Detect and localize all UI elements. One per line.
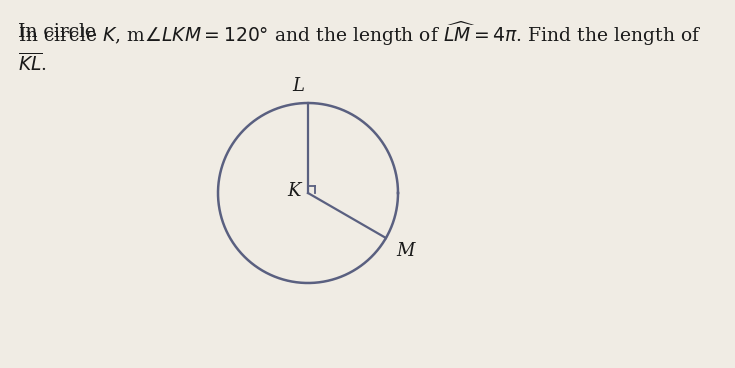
Text: In circle $K$, m$\angle LKM = 120°$ and the length of $\widehat{LM} = 4\pi$. Fin: In circle $K$, m$\angle LKM = 120°$ and … xyxy=(18,20,702,48)
Text: M: M xyxy=(396,242,415,260)
Text: L: L xyxy=(292,77,304,95)
Text: $\overline{KL}$.: $\overline{KL}$. xyxy=(18,52,47,75)
Text: K: K xyxy=(287,182,301,200)
Text: In circle: In circle xyxy=(18,23,102,41)
